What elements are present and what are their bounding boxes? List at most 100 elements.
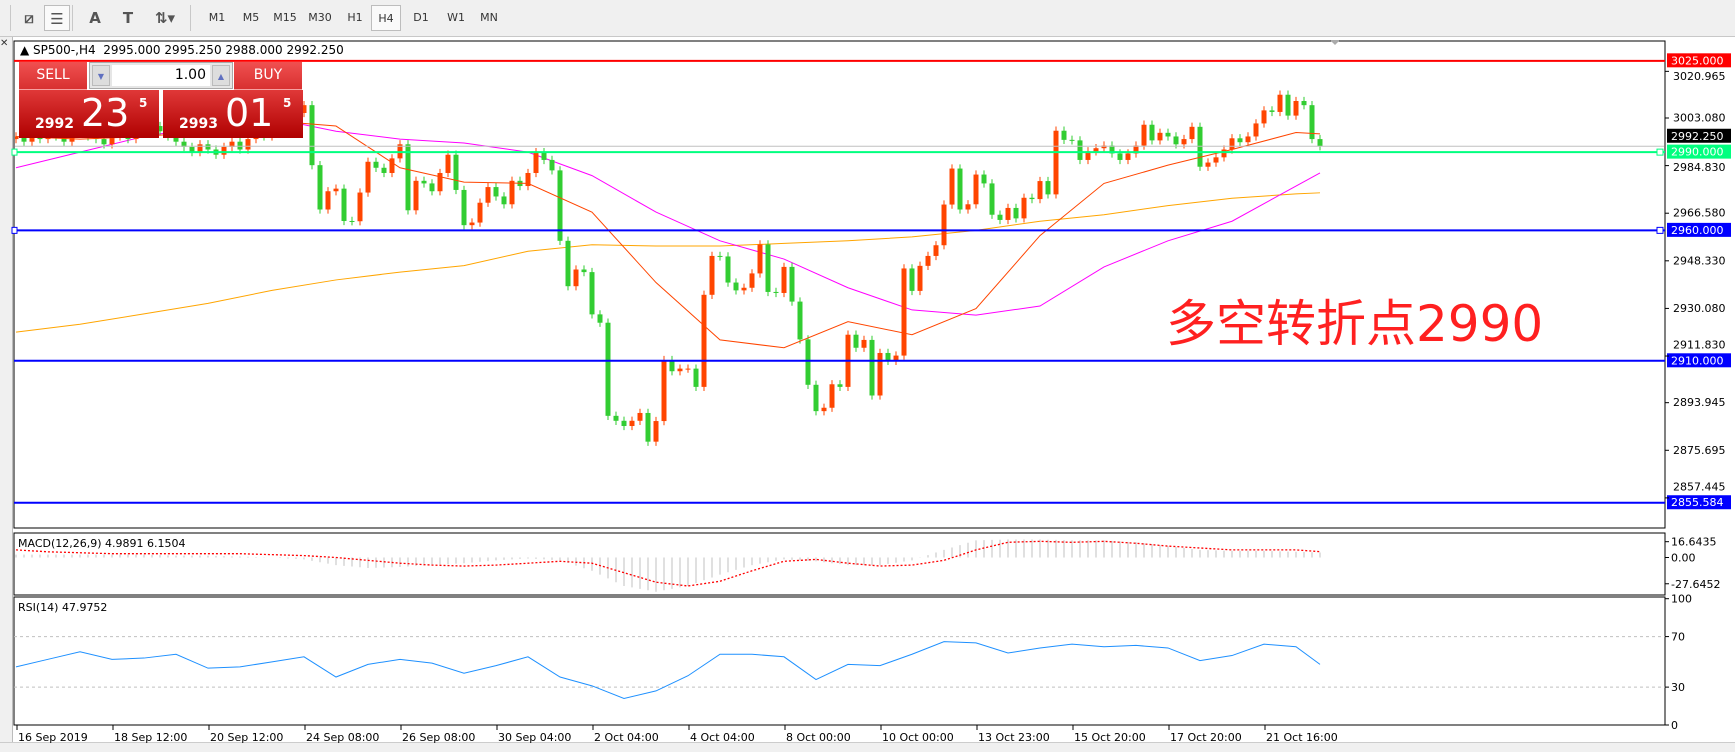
candle[interactable] <box>637 408 643 425</box>
candle[interactable] <box>1021 193 1027 223</box>
candle[interactable] <box>997 210 1003 225</box>
candle[interactable] <box>1045 176 1051 199</box>
candle[interactable] <box>933 241 939 261</box>
candle[interactable] <box>565 236 571 291</box>
candle[interactable] <box>413 176 419 215</box>
candle[interactable] <box>941 200 947 250</box>
expert-icon[interactable]: ⧄ <box>24 9 34 27</box>
candle[interactable] <box>389 154 395 178</box>
candle[interactable] <box>461 185 467 230</box>
candle[interactable] <box>837 380 843 392</box>
candle[interactable] <box>1085 147 1091 165</box>
candle[interactable] <box>1245 132 1251 147</box>
candle[interactable] <box>717 251 723 261</box>
candle[interactable] <box>1221 145 1227 162</box>
candle[interactable] <box>893 351 899 365</box>
candle[interactable] <box>853 330 859 352</box>
candle[interactable] <box>1165 128 1171 141</box>
candle[interactable] <box>1269 106 1275 117</box>
candle[interactable] <box>157 121 163 136</box>
candle[interactable] <box>725 252 731 287</box>
candle[interactable] <box>613 411 619 425</box>
candle[interactable] <box>589 267 595 319</box>
candle[interactable] <box>1069 135 1075 145</box>
candle[interactable] <box>621 416 627 431</box>
candle[interactable] <box>989 179 995 219</box>
candle[interactable] <box>789 262 795 306</box>
sell-price-button[interactable]: 2992 23 5 <box>19 90 159 138</box>
candle[interactable] <box>229 137 235 152</box>
candle[interactable] <box>1133 141 1139 158</box>
candle[interactable] <box>677 364 683 376</box>
candle[interactable] <box>437 168 443 196</box>
timeframe-d1-button[interactable]: D1 <box>413 11 429 24</box>
candle[interactable] <box>685 364 691 373</box>
timeframe-w1-button[interactable]: W1 <box>447 11 465 24</box>
candle[interactable] <box>445 150 451 178</box>
candle[interactable] <box>365 157 371 197</box>
candle[interactable] <box>1149 120 1155 145</box>
candle[interactable] <box>773 287 779 298</box>
timeframe-m5-button[interactable]: M5 <box>242 11 260 24</box>
timeframe-m1-button[interactable]: M1 <box>208 11 226 24</box>
candle[interactable] <box>805 335 811 389</box>
candle[interactable] <box>1061 126 1067 145</box>
candle[interactable] <box>501 192 507 209</box>
candle[interactable] <box>237 137 243 154</box>
candle[interactable] <box>181 137 187 152</box>
candle[interactable] <box>781 262 787 298</box>
line-handle-icon[interactable] <box>11 226 18 234</box>
fibo-icon[interactable]: ☰ <box>44 5 70 31</box>
candle[interactable] <box>221 142 227 159</box>
candle[interactable] <box>349 216 355 226</box>
candle[interactable] <box>981 170 987 188</box>
candle[interactable] <box>925 251 931 271</box>
timeframe-h4-button[interactable]: H4 <box>371 5 401 31</box>
candle[interactable] <box>1205 158 1211 171</box>
increase-lot-icon[interactable]: ▲ <box>212 65 230 86</box>
buy-button[interactable]: BUY <box>234 62 302 90</box>
candle[interactable] <box>309 100 315 170</box>
candle[interactable] <box>381 163 387 178</box>
candle[interactable] <box>813 380 819 416</box>
candle[interactable] <box>973 170 979 209</box>
candle[interactable] <box>573 265 579 291</box>
candle[interactable] <box>957 164 963 214</box>
candle[interactable] <box>1053 126 1059 199</box>
candle[interactable] <box>341 184 347 226</box>
candle[interactable] <box>757 240 763 278</box>
candle[interactable] <box>333 184 339 196</box>
candle[interactable] <box>861 335 867 352</box>
line-handle-icon[interactable] <box>11 148 18 156</box>
candle[interactable] <box>821 403 827 416</box>
candle[interactable] <box>325 187 331 214</box>
candle[interactable] <box>949 164 955 209</box>
candle[interactable] <box>1229 134 1235 154</box>
timeframe-m15-button[interactable]: M15 <box>273 11 297 24</box>
candle[interactable] <box>653 416 659 446</box>
candle[interactable] <box>797 297 803 344</box>
candle[interactable] <box>1101 141 1107 153</box>
candle[interactable] <box>1157 128 1163 145</box>
candle[interactable] <box>1309 100 1315 144</box>
candle[interactable] <box>301 100 307 118</box>
line-handle-icon[interactable] <box>1656 148 1664 156</box>
candle[interactable] <box>1077 136 1083 165</box>
lot-size-stepper[interactable]: ▼ 1.00 ▲ <box>89 62 233 89</box>
candle[interactable] <box>1301 96 1307 110</box>
candle[interactable] <box>1253 119 1259 141</box>
candle[interactable] <box>1141 120 1147 150</box>
candle[interactable] <box>749 269 755 292</box>
chart-shift-marker-icon[interactable] <box>1330 40 1340 45</box>
candle[interactable] <box>1213 153 1219 167</box>
candle[interactable] <box>1277 90 1283 117</box>
candle[interactable] <box>1005 203 1011 225</box>
lot-size-input[interactable]: 1.00 <box>112 65 210 86</box>
candle[interactable] <box>373 157 379 172</box>
close-icon[interactable]: ✕ <box>0 38 9 49</box>
candle[interactable] <box>629 416 635 431</box>
candle[interactable] <box>597 310 603 327</box>
candle[interactable] <box>1109 141 1115 158</box>
text-label-icon[interactable]: T <box>122 9 134 27</box>
candle[interactable] <box>701 290 707 392</box>
